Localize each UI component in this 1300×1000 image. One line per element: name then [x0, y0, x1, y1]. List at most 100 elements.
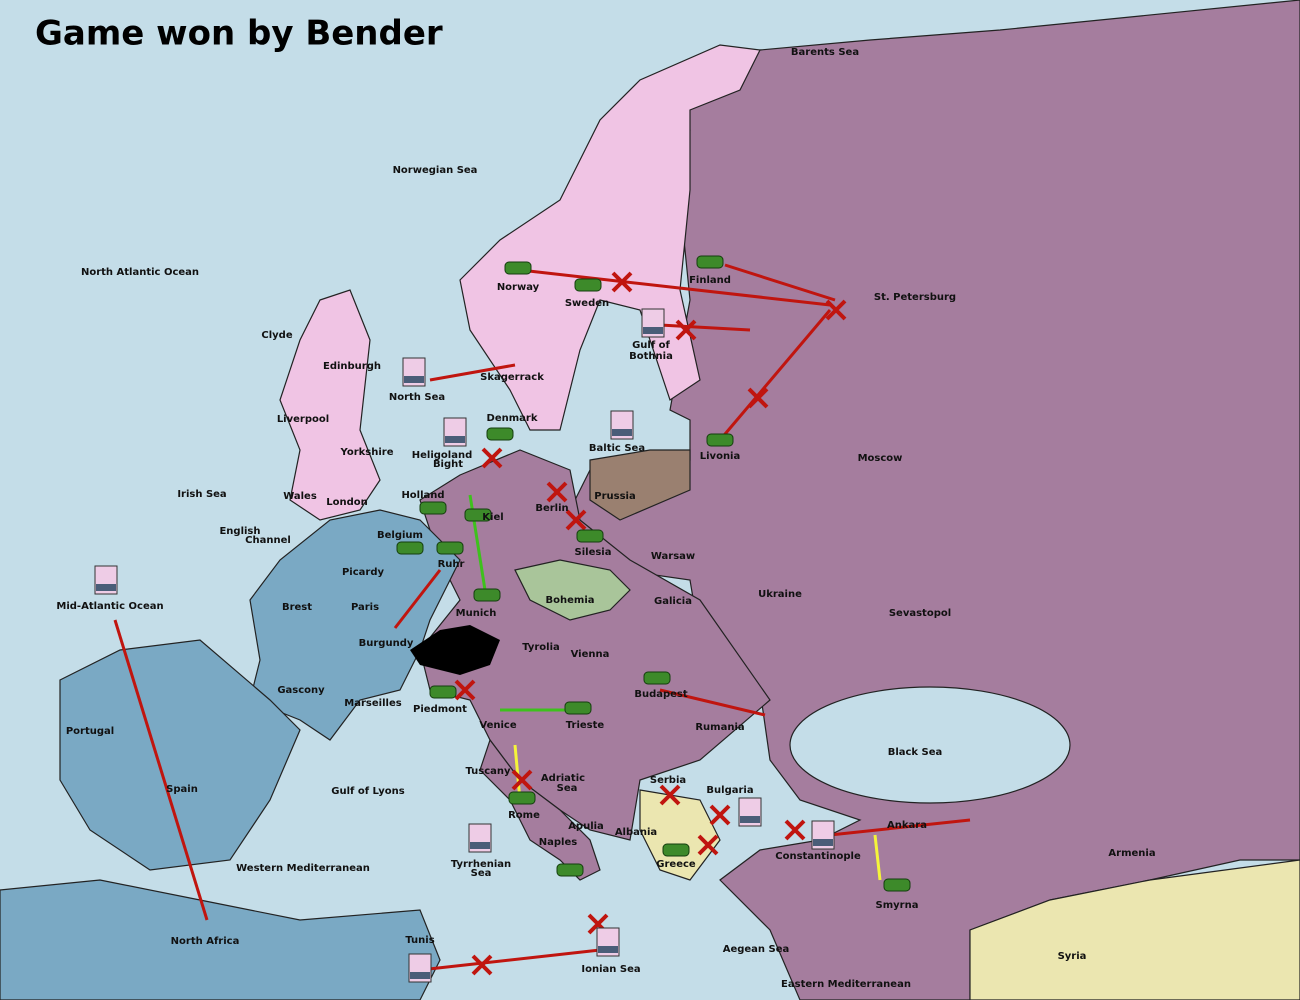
- order-arrow: [724, 263, 836, 302]
- army: [643, 671, 671, 685]
- province-label: Tuscany: [465, 766, 511, 777]
- province-label: Brest: [282, 602, 312, 613]
- province-label: Finland: [689, 275, 731, 286]
- province-label: Burgundy: [359, 638, 414, 649]
- province-label: Kiel: [482, 512, 503, 523]
- failed-order: [747, 387, 769, 409]
- prussia: [589, 449, 691, 521]
- fleet-ship: [643, 327, 663, 334]
- province-label: Sweden: [565, 298, 609, 309]
- province-label: Ukraine: [758, 589, 802, 600]
- province-label: Marseilles: [344, 698, 401, 709]
- order-arrow: [659, 688, 766, 717]
- fleet-ship: [470, 842, 490, 849]
- province-label: Sevastopol: [889, 608, 951, 619]
- province-label: Smyrna: [876, 900, 919, 911]
- province-label: Skagerrack: [480, 372, 544, 383]
- order-arrow: [419, 948, 601, 972]
- north-africa: [0, 879, 441, 1000]
- province-label: Wales: [283, 491, 317, 502]
- russia-turkey: [569, 0, 1300, 1000]
- army: [396, 541, 424, 555]
- failed-order: [511, 769, 533, 791]
- convoy-line: [873, 834, 882, 881]
- army: [556, 863, 584, 877]
- province-label: Clyde: [261, 330, 292, 341]
- province-label: Heligoland: [412, 450, 473, 461]
- army: [662, 843, 690, 857]
- province-label: Naples: [539, 837, 577, 848]
- army: [419, 501, 447, 515]
- province-label: Spain: [166, 784, 198, 795]
- province-label: Norway: [497, 282, 540, 293]
- province-label: Bulgaria: [706, 785, 753, 796]
- province-label: Norwegian Sea: [393, 165, 478, 176]
- army: [473, 588, 501, 602]
- failed-order: [481, 447, 503, 469]
- order-arrow: [829, 818, 971, 837]
- italy: [479, 738, 601, 881]
- province-label: Bothnia: [629, 351, 673, 362]
- province-label: Budapest: [634, 689, 688, 700]
- province-label: Baltic Sea: [589, 443, 645, 454]
- syria: [969, 859, 1300, 1000]
- province-label: Holland: [401, 490, 444, 501]
- failed-order: [454, 679, 476, 701]
- province-label: London: [326, 497, 368, 508]
- province-label: Trieste: [566, 720, 605, 731]
- province-label: Aegean Sea: [723, 944, 790, 955]
- province-label: Sea: [557, 783, 578, 794]
- province-label: Mid-Atlantic Ocean: [56, 601, 163, 612]
- orders: [113, 263, 971, 972]
- order-arrow: [659, 323, 751, 332]
- province-label: Bohemia: [546, 595, 595, 606]
- province-label: Serbia: [650, 775, 686, 786]
- failed-order: [611, 271, 633, 293]
- fleet-ship: [612, 429, 632, 436]
- province-label: Syria: [1058, 951, 1087, 962]
- province-label: Venice: [479, 720, 516, 731]
- province-label: Warsaw: [651, 551, 695, 562]
- switzerland: [410, 625, 500, 675]
- army: [508, 791, 536, 805]
- army: [883, 878, 911, 892]
- province-label: Ruhr: [438, 559, 465, 570]
- province-label: Yorkshire: [340, 447, 394, 458]
- failed-order: [697, 834, 719, 856]
- province-label: Eastern Mediterranean: [781, 979, 911, 990]
- province-label: Paris: [351, 602, 379, 613]
- order-arrow: [393, 569, 442, 629]
- convoy-line: [513, 744, 522, 801]
- province-label: Rome: [508, 810, 540, 821]
- army: [429, 685, 457, 699]
- province-label: Picardy: [342, 567, 385, 578]
- army: [696, 255, 724, 269]
- province-label: Edinburgh: [323, 361, 381, 372]
- army: [464, 508, 492, 522]
- province-label: Tyrrhenian: [451, 859, 511, 870]
- failed-order: [675, 319, 697, 341]
- province-label: Irish Sea: [177, 489, 226, 500]
- fleet-ship: [404, 376, 424, 383]
- order-arrow: [113, 619, 209, 921]
- province-label: Galicia: [654, 596, 692, 607]
- bohemia: [514, 559, 631, 621]
- province-label: Tunis: [405, 935, 434, 946]
- province-label: Apulia: [568, 821, 604, 832]
- order-arrow: [519, 268, 831, 307]
- army: [504, 261, 532, 275]
- province-label: Belgium: [377, 530, 423, 541]
- iberia: [59, 639, 301, 871]
- province-label: Rumania: [695, 722, 744, 733]
- province-label: Denmark: [487, 413, 538, 424]
- failed-order: [825, 299, 847, 321]
- province-label: English: [219, 526, 260, 537]
- failed-order: [565, 509, 587, 531]
- province-label: Vienna: [571, 649, 610, 660]
- fleet-ship: [445, 436, 465, 443]
- province-label: Gulf of: [632, 340, 670, 351]
- province-label: North Atlantic Ocean: [81, 267, 199, 278]
- province-label: Black Sea: [888, 747, 943, 758]
- province-label: Gascony: [277, 685, 325, 696]
- province-label: Livonia: [700, 451, 740, 462]
